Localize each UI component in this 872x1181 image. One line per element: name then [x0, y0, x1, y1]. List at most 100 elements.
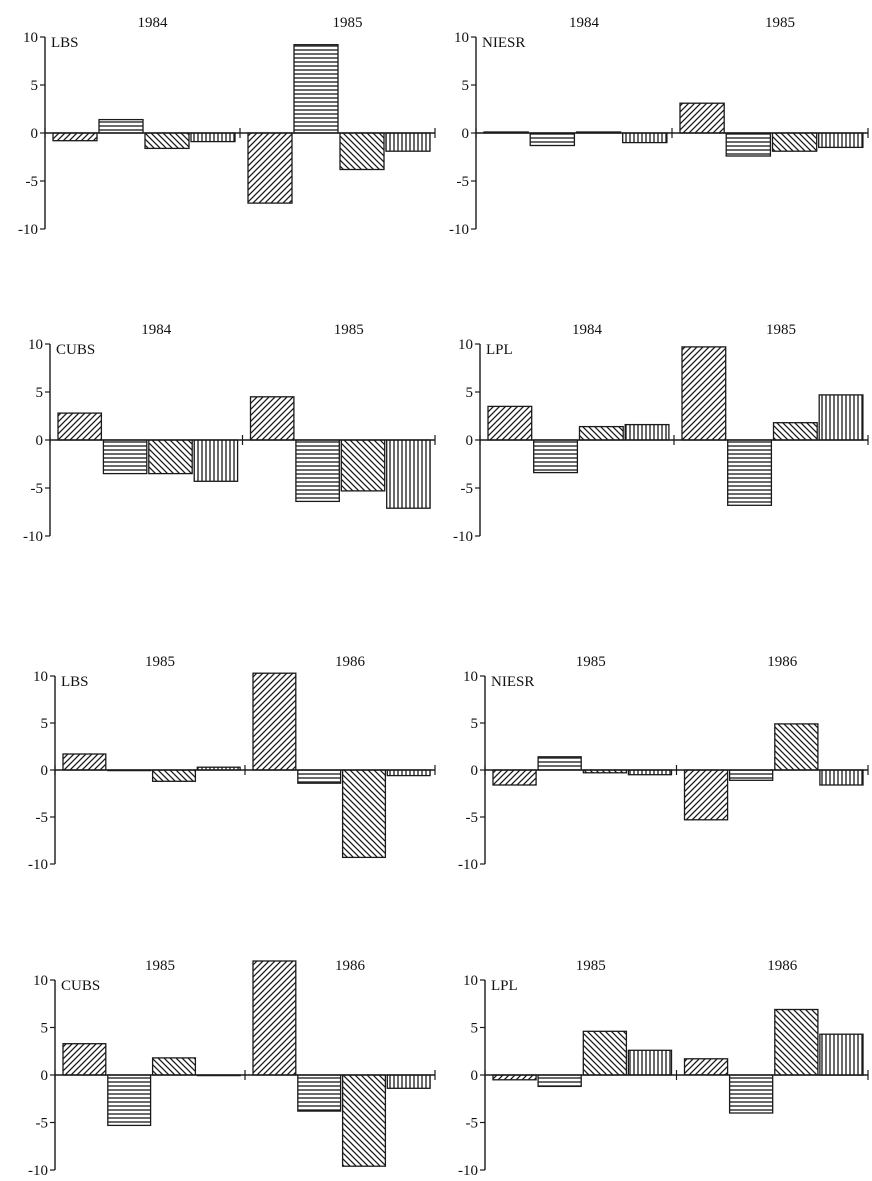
y-tick-label: -10: [23, 529, 43, 545]
bar-1986-q4: [819, 1033, 864, 1076]
y-tick-label: -10: [458, 857, 478, 873]
bar-1985-q1: [492, 1074, 537, 1081]
y-tick-label: -5: [31, 481, 44, 497]
bar-1985-q2: [725, 132, 772, 157]
y-tick-label: -5: [457, 174, 470, 190]
panel-title: LPL: [491, 978, 518, 994]
y-tick-label: 10: [33, 973, 48, 989]
bar-1986-q1: [683, 769, 729, 821]
y-tick-label: 0: [471, 763, 479, 779]
bar-1985-q2: [293, 44, 339, 134]
bar-1985-q4: [385, 132, 431, 152]
bar-1985-q1: [247, 132, 293, 204]
bar-1985-q3: [771, 132, 818, 152]
chart-panel: 10 5 0 -5 -10 1984 1985 LPL: [453, 322, 869, 545]
y-tick-label: -5: [461, 481, 474, 497]
bar-1984-q3: [578, 425, 624, 441]
year-label: 1986: [767, 958, 798, 974]
y-tick-label: 0: [36, 433, 44, 449]
bar-1985-q1: [62, 1043, 107, 1076]
y-tick-label: 5: [471, 1021, 479, 1037]
bar-1985-q3: [339, 132, 385, 171]
bar-1985-q3: [340, 439, 386, 492]
year-label: 1985: [576, 958, 606, 974]
bar-1985-q2: [295, 439, 340, 503]
bar-1984-q3: [148, 439, 193, 475]
bar-1984-q2: [533, 439, 579, 474]
bar-1984-q1: [57, 412, 103, 441]
year-label: 1986: [767, 654, 798, 670]
bar-1984-q1: [483, 131, 529, 134]
bar-1984-q2: [98, 118, 144, 134]
bar-1985-q4: [818, 132, 864, 149]
bar-1986-q2: [297, 769, 342, 784]
bar-1986-q4: [386, 769, 431, 777]
y-tick-label: -10: [458, 1163, 478, 1179]
bar-1984-q2: [102, 439, 148, 475]
bar-1985-q4: [627, 769, 673, 776]
panel-title: LBS: [61, 674, 89, 690]
y-tick-label: -5: [466, 1116, 479, 1132]
bar-1986-q1: [252, 960, 297, 1076]
bar-1986-q4: [819, 769, 864, 786]
bar-1986-q2: [297, 1074, 342, 1112]
y-tick-label: 10: [28, 337, 43, 353]
y-tick-label: 0: [462, 126, 470, 142]
year-label: 1985: [145, 958, 175, 974]
y-tick-label: -5: [36, 810, 49, 826]
bar-1985-q3: [582, 769, 628, 774]
y-tick-label: -5: [26, 174, 39, 190]
y-tick-label: 10: [33, 669, 48, 685]
bar-1986-q2: [728, 769, 774, 781]
bar-1985-q3: [151, 769, 197, 782]
bar-1984-q1: [487, 405, 533, 441]
y-tick-label: 5: [41, 1021, 49, 1037]
chart-panel: 10 5 0 -5 -10 1984 1985 NIESR: [449, 15, 869, 238]
year-label: 1984: [141, 322, 172, 338]
bar-1985-q1: [681, 346, 727, 441]
bar-1985-q3: [582, 1030, 628, 1076]
y-tick-label: 10: [454, 30, 469, 46]
bar-1985-q3: [151, 1057, 197, 1076]
bar-1985-q2: [107, 769, 152, 772]
chart-panel: 10 5 0 -5 -10 1985 1986 NIESR: [458, 654, 869, 873]
panel-title: LPL: [486, 342, 513, 358]
year-label: 1984: [138, 15, 169, 31]
year-label: 1986: [335, 958, 366, 974]
y-tick-label: 10: [463, 973, 478, 989]
y-tick-label: 5: [466, 385, 474, 401]
chart-panel: 10 5 0 -5 -10 1985 1986 CUBS: [28, 958, 436, 1179]
y-tick-label: -5: [466, 810, 479, 826]
bar-1984-q3: [144, 132, 190, 150]
bar-1984-q1: [52, 132, 98, 142]
chart-panel: 10 5 0 -5 -10 1984 1985 CUBS: [23, 322, 436, 545]
bar-1986-q4: [386, 1074, 431, 1089]
y-tick-label: -10: [28, 1163, 48, 1179]
chart-panel: 10 5 0 -5 -10 1985 1986 LBS: [28, 654, 436, 873]
chart-panel: 10 5 0 -5 -10 1984 1985 LBS: [18, 15, 436, 238]
bar-1985-q1: [679, 102, 725, 134]
bar-1984-q3: [575, 131, 622, 134]
bar-1986-q1: [683, 1058, 729, 1076]
bar-1986-q1: [252, 672, 297, 771]
bar-1986-q3: [341, 769, 387, 859]
year-label: 1985: [334, 322, 364, 338]
bar-1984-q2: [529, 132, 576, 147]
panel-title: NIESR: [491, 674, 534, 690]
bar-1985-q1: [249, 396, 295, 441]
bar-1985-q4: [386, 439, 431, 509]
bar-1984-q4: [624, 423, 670, 441]
y-tick-label: 5: [462, 78, 470, 94]
bar-1986-q2: [728, 1074, 774, 1114]
bar-1985-q4: [627, 1049, 673, 1076]
y-tick-label: -10: [449, 222, 469, 238]
y-tick-label: 10: [458, 337, 473, 353]
year-label: 1985: [145, 654, 175, 670]
y-tick-label: 0: [31, 126, 39, 142]
y-tick-label: 5: [471, 716, 479, 732]
y-tick-label: 0: [41, 1068, 49, 1084]
y-tick-label: -5: [36, 1116, 49, 1132]
panel-title: CUBS: [61, 978, 100, 994]
bar-1986-q3: [774, 723, 819, 771]
year-label: 1985: [766, 322, 796, 338]
